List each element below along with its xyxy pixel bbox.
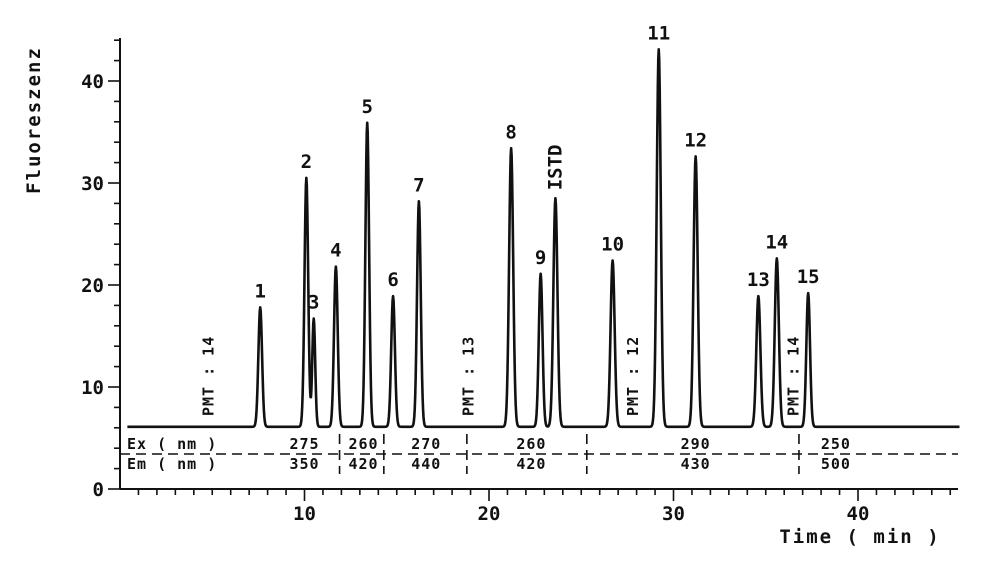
x-axis-title: Time ( min )	[779, 526, 940, 548]
table-cell-value: 260	[516, 435, 546, 453]
peak-label: 10	[601, 234, 624, 256]
table-cell-value: 420	[348, 455, 378, 473]
peak-label: 13	[747, 269, 770, 291]
peak-label: 12	[684, 129, 707, 151]
peak-point	[611, 259, 614, 262]
peak-label: 1	[254, 280, 265, 302]
x-tick-label: 10	[293, 503, 316, 525]
peak-point	[539, 272, 542, 275]
peak-point	[509, 147, 513, 150]
peak-point	[334, 265, 338, 268]
x-ticks-group: 10 20 30 40	[137, 489, 952, 525]
table-cell-value: 420	[516, 455, 546, 473]
peak-label: 5	[362, 96, 373, 118]
table-cell-value: 250	[821, 435, 851, 453]
peak-point	[305, 176, 308, 180]
peak-point	[259, 306, 262, 309]
peak-label: 14	[765, 231, 788, 253]
peak-point	[806, 291, 810, 295]
y-tick-label: 20	[81, 275, 104, 297]
peak-label: 11	[647, 22, 670, 44]
table-cell-value: 430	[681, 455, 711, 473]
peak-point	[757, 295, 760, 298]
chromatogram-trace	[126, 48, 961, 429]
pmt-annotation: PMT : 12	[624, 336, 642, 416]
pmt-annotation: PMT : 14	[784, 336, 802, 416]
x-tick-label: 40	[847, 503, 870, 525]
table-cell-value: 275	[289, 435, 319, 453]
y-tick-label: 30	[81, 173, 104, 195]
peak-label: 2	[301, 151, 312, 173]
peak-label: 15	[797, 266, 820, 288]
pmt-annotation: PMT : 13	[460, 336, 478, 416]
peak-point	[417, 200, 421, 203]
peak-point	[694, 155, 697, 158]
peak-point	[391, 295, 395, 298]
wavelength-table-lines	[120, 434, 958, 474]
y-tick-label: 10	[81, 377, 104, 399]
table-cell-value: 500	[821, 455, 851, 473]
x-tick-label: 30	[662, 503, 685, 525]
axes-group	[119, 38, 958, 490]
y-tick-label: 40	[81, 71, 104, 93]
peak-point	[775, 257, 779, 260]
peak-label: 8	[505, 121, 516, 143]
peak-label: 9	[535, 247, 546, 269]
peak-point	[366, 121, 369, 125]
peak-point	[657, 48, 660, 51]
peak-label: ISTD	[544, 145, 566, 191]
peak-label: 7	[413, 174, 424, 196]
peak-label: 3	[308, 292, 319, 314]
table-cell-value: 260	[348, 435, 378, 453]
table-row-label: Em ( nm )	[127, 455, 217, 473]
peak-label: 6	[387, 269, 398, 291]
peak-point	[554, 197, 557, 200]
table-cell-value: 290	[681, 435, 711, 453]
peak-label: 4	[330, 240, 341, 262]
y-tick-label: 0	[93, 479, 104, 501]
pmt-annotation: PMT : 14	[200, 336, 218, 416]
pmt-annotations-group: PMT : 14 PMT : 13 PMT : 12 PMT : 14	[200, 336, 803, 416]
y-ticks-group: 0 10 20 30 40	[81, 39, 120, 501]
wavelength-table-text: Ex ( nm ) 275 260 270 260 290 250 Em ( nm ) 350 4…	[127, 435, 851, 473]
x-tick-label: 20	[478, 503, 501, 525]
y-axis-title: Fluoreszenz	[23, 46, 45, 194]
table-row-label: Ex ( nm )	[127, 435, 217, 453]
table-cell-value: 440	[411, 455, 441, 473]
table-cell-value: 350	[289, 455, 319, 473]
peak-point	[312, 317, 315, 320]
table-cell-value: 270	[411, 435, 441, 453]
